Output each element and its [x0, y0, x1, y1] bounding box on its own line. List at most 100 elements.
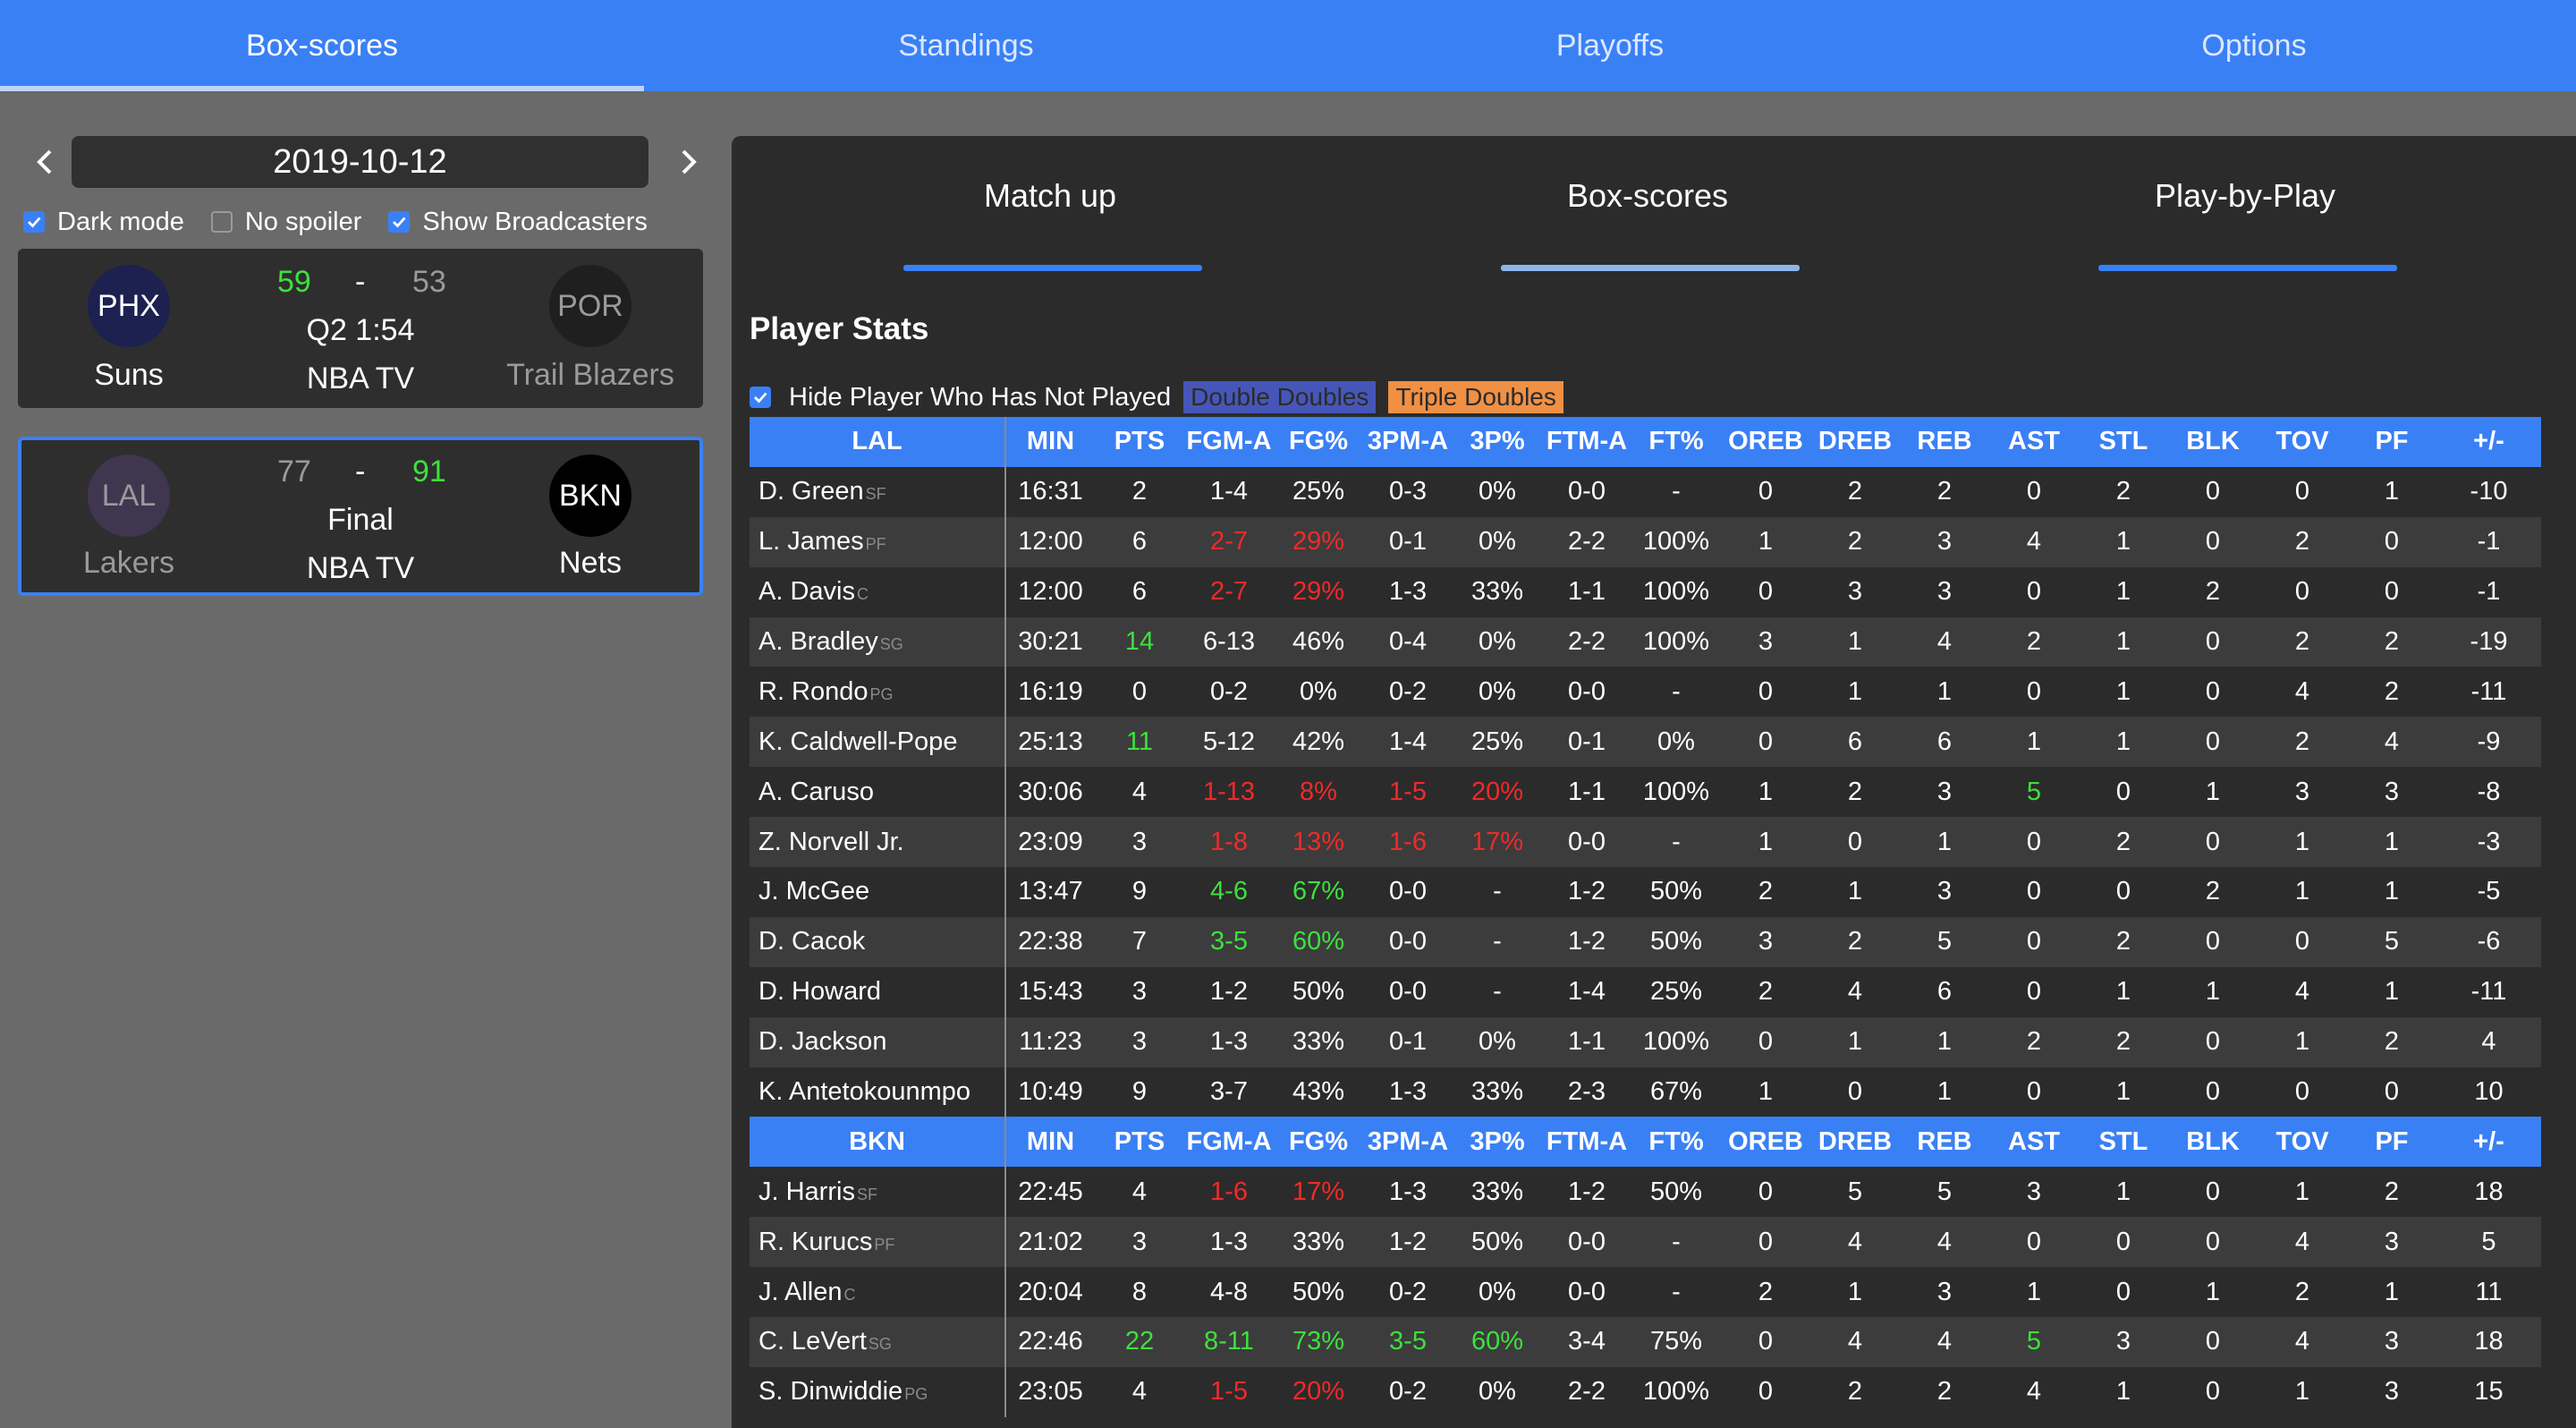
tab-playoffs[interactable]: Playoffs [1555, 28, 1665, 63]
stat-cell: -11 [2436, 966, 2541, 1017]
date-display[interactable]: 2019-10-12 [72, 136, 648, 188]
column-header[interactable]: FG% [1274, 1117, 1363, 1168]
show-broadcasters-toggle[interactable]: Show Broadcasters [388, 208, 648, 237]
stat-cell: 100% [1631, 1366, 1721, 1417]
player-name: D. Green [758, 477, 864, 506]
checkbox-checked-icon[interactable] [388, 211, 411, 233]
column-header[interactable]: TOV [2258, 1117, 2347, 1168]
player-row[interactable]: D. Howard 15:43 3 1-2 50% 0-0-1-4 25% 2 4 6 0 1 1 4 1-… [750, 966, 2541, 1017]
column-header[interactable]: MIN [1005, 417, 1095, 467]
column-header[interactable]: PTS [1095, 1117, 1184, 1168]
team-abbr-header[interactable]: LAL [750, 417, 1006, 467]
column-header[interactable]: +/- [2436, 417, 2541, 467]
column-header[interactable]: MIN [1005, 1117, 1095, 1168]
game-card[interactable]: PHX Suns 59 - 53 Q2 1:54 NBA TV POR Trai… [18, 249, 703, 408]
player-row[interactable]: D. Cacok 22:38 7 3-5 60% 0-0-1-2 50% 3 2 5 0 2 0 0 5 -6 [750, 916, 2541, 967]
column-header[interactable]: REB [1900, 417, 1989, 467]
column-header[interactable]: FTM-A [1542, 417, 1631, 467]
column-header[interactable]: DREB [1810, 417, 1900, 467]
hide-dnp-label[interactable]: Hide Player Who Has Not Played [789, 382, 1172, 412]
column-header[interactable]: +/- [2436, 1117, 2541, 1168]
team-name: Suns [94, 358, 164, 392]
player-row[interactable]: D. Green SF 16:31 2 1-4 25% 0-3 0% 0-0-0 2 2 0 2 0 0 1-… [750, 466, 2541, 517]
column-header[interactable]: 3PM-A [1363, 1117, 1453, 1168]
triple-doubles-legend: Triple Doubles [1388, 381, 1563, 413]
no-spoiler-toggle[interactable]: No spoiler [210, 208, 361, 237]
checkbox-checked-icon[interactable] [23, 211, 45, 233]
next-day-button[interactable] [671, 134, 707, 190]
tab-options[interactable]: Options [2201, 28, 2307, 63]
player-row[interactable]: Z. Norvell Jr. 23:09 3 1-8 13% 1-6 17% 0-0-1 0 1 0… [750, 817, 2541, 868]
column-header[interactable]: FT% [1631, 1117, 1721, 1168]
subtab-match-up[interactable]: Match up [898, 168, 1202, 271]
column-header[interactable]: FGM-A [1184, 417, 1274, 467]
column-header[interactable]: PTS [1095, 417, 1184, 467]
tab-box-scores[interactable]: Box-scores [0, 0, 644, 91]
tab-standings[interactable]: Standings [898, 28, 1034, 63]
player-row[interactable]: K. Antetokounmpo 10:49 9 3-7 43% 1-3 33% 2-3 67%… [750, 1067, 2541, 1118]
player-name: A. Bradley [758, 627, 878, 656]
checkbox-unchecked-icon[interactable] [210, 211, 233, 233]
stat-cell: 33% [1274, 1016, 1363, 1067]
box-score-table: LAL MIN PTS FGM-A FG% 3PM-A 3P% FTM-A FT% OREB DRE… [750, 417, 2541, 1417]
column-header[interactable]: FGM-A [1184, 1117, 1274, 1168]
column-header[interactable]: DREB [1810, 1117, 1900, 1168]
column-header[interactable]: OREB [1721, 417, 1810, 467]
player-row[interactable]: J. Allen C 20:04 8 4-8 50% 0-2 0% 0-0-2 1 3 1 0 1 2 1 11 [750, 1267, 2541, 1318]
player-row[interactable]: C. LeVert SG 22:46 22 8-11 73% 3-5 60% 3-4 75% 0 4 4… [750, 1317, 2541, 1367]
column-header[interactable]: FG% [1274, 417, 1363, 467]
subtab-play-by-play[interactable]: Play-by-Play [2093, 168, 2397, 271]
game-status: Final [327, 503, 394, 537]
column-header[interactable]: REB [1900, 1117, 1989, 1168]
player-row[interactable]: J. McGee 13:47 9 4-6 67% 0-0-1-2 50% 2 1 3 0 0 2 1 1 -5 [750, 867, 2541, 917]
stat-cell: 0 [2168, 1016, 2258, 1067]
player-row[interactable]: J. Harris SF 22:45 4 1-6 17% 1-3 33% 1-2 50% 0 5 5 3 1… [750, 1167, 2541, 1218]
player-row[interactable]: S. Dinwiddie PG 23:05 4 1-5 20% 0-2 0% 2-2 100% 0 2… [750, 1366, 2541, 1417]
stat-cell: 0% [1453, 1016, 1542, 1067]
player-row[interactable]: A. Caruso 30:06 4 1-13 8% 1-5 20% 1-1 100% 1 2 3 5 0 1… [750, 767, 2541, 818]
team-logo: POR [549, 265, 631, 347]
stat-cell: 2 [1810, 466, 1900, 517]
column-header[interactable]: 3P% [1453, 417, 1542, 467]
previous-day-button[interactable] [27, 134, 63, 190]
column-header[interactable]: BLK [2168, 417, 2258, 467]
game-detail-panel: Match up Box-scores Play-by-Play Player … [732, 136, 2576, 1428]
column-header[interactable]: TOV [2258, 417, 2347, 467]
column-header[interactable]: FT% [1631, 417, 1721, 467]
team-abbr-header[interactable]: BKN [750, 1117, 1006, 1168]
column-header[interactable]: PF [2347, 417, 2436, 467]
stat-cell: -3 [2436, 817, 2541, 868]
player-row[interactable]: R. Rondo PG 16:19 0 0-2 0% 0-2 0% 0-0-0 1 1 0 1 0 4 2 -1… [750, 667, 2541, 718]
player-row[interactable]: A. Bradley SG 30:21 14 6-13 46% 0-4 0% 2-2 100% 3 1… [750, 616, 2541, 667]
player-row[interactable]: K. Caldwell-Pope 25:13 11 5-12 42% 1-4 25% 0-1 0… [750, 717, 2541, 768]
column-header[interactable]: AST [1989, 1117, 2079, 1168]
stat-cell: 60% [1453, 1317, 1542, 1367]
player-row[interactable]: L. James PF 12:00 6 2-7 29% 0-1 0% 2-2 100% 1 2 3 4 1 0… [750, 516, 2541, 567]
stat-cell: 23:09 [1005, 817, 1095, 868]
player-row[interactable]: A. Davis C 12:00 6 2-7 29% 1-3 33% 1-1 100% 0 3 3 0 1 2… [750, 566, 2541, 617]
column-header[interactable]: 3P% [1453, 1117, 1542, 1168]
column-header[interactable]: BLK [2168, 1117, 2258, 1168]
column-header[interactable]: PF [2347, 1117, 2436, 1168]
dark-mode-toggle[interactable]: Dark mode [23, 208, 184, 237]
checkbox-checked-icon[interactable] [750, 387, 771, 408]
column-header[interactable]: STL [2079, 417, 2168, 467]
column-header[interactable]: FTM-A [1542, 1117, 1631, 1168]
stat-cell: 2 [2347, 667, 2436, 718]
player-position: SG [879, 635, 903, 653]
team-logo: LAL [88, 455, 170, 537]
stat-cell: - [1631, 1217, 1721, 1268]
game-card-selected[interactable]: LAL Lakers 77 - 91 Final NBA TV BKN Nets [18, 437, 703, 596]
stat-cell: 6 [1900, 717, 1989, 768]
stat-cell: 0-0 [1542, 667, 1631, 718]
player-name: C. LeVert [758, 1327, 867, 1356]
column-header[interactable]: 3PM-A [1363, 417, 1453, 467]
team-header-row: LAL MIN PTS FGM-A FG% 3PM-A 3P% FTM-A FT% OREB DRE… [750, 417, 2541, 467]
player-row[interactable]: R. Kurucs PF 21:02 3 1-3 33% 1-2 50% 0-0-0 4 4 0 0 0 4… [750, 1217, 2541, 1268]
column-header[interactable]: OREB [1721, 1117, 1810, 1168]
subtab-box-scores[interactable]: Box-scores [1496, 168, 1800, 271]
column-header[interactable]: STL [2079, 1117, 2168, 1168]
column-header[interactable]: AST [1989, 417, 2079, 467]
stat-cell: 6-13 [1184, 616, 1274, 667]
player-row[interactable]: D. Jackson 11:23 3 1-3 33% 0-1 0% 1-1 100% 0 1 1 2 2 0… [750, 1016, 2541, 1067]
